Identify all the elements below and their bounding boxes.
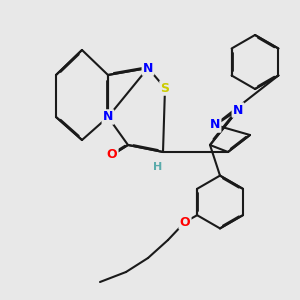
Text: N: N bbox=[210, 118, 220, 131]
Text: H: H bbox=[153, 162, 163, 172]
Text: N: N bbox=[143, 61, 153, 74]
Text: N: N bbox=[103, 110, 113, 124]
Text: O: O bbox=[107, 148, 117, 161]
Text: O: O bbox=[180, 215, 190, 229]
Text: S: S bbox=[160, 82, 169, 94]
Text: N: N bbox=[233, 103, 243, 116]
